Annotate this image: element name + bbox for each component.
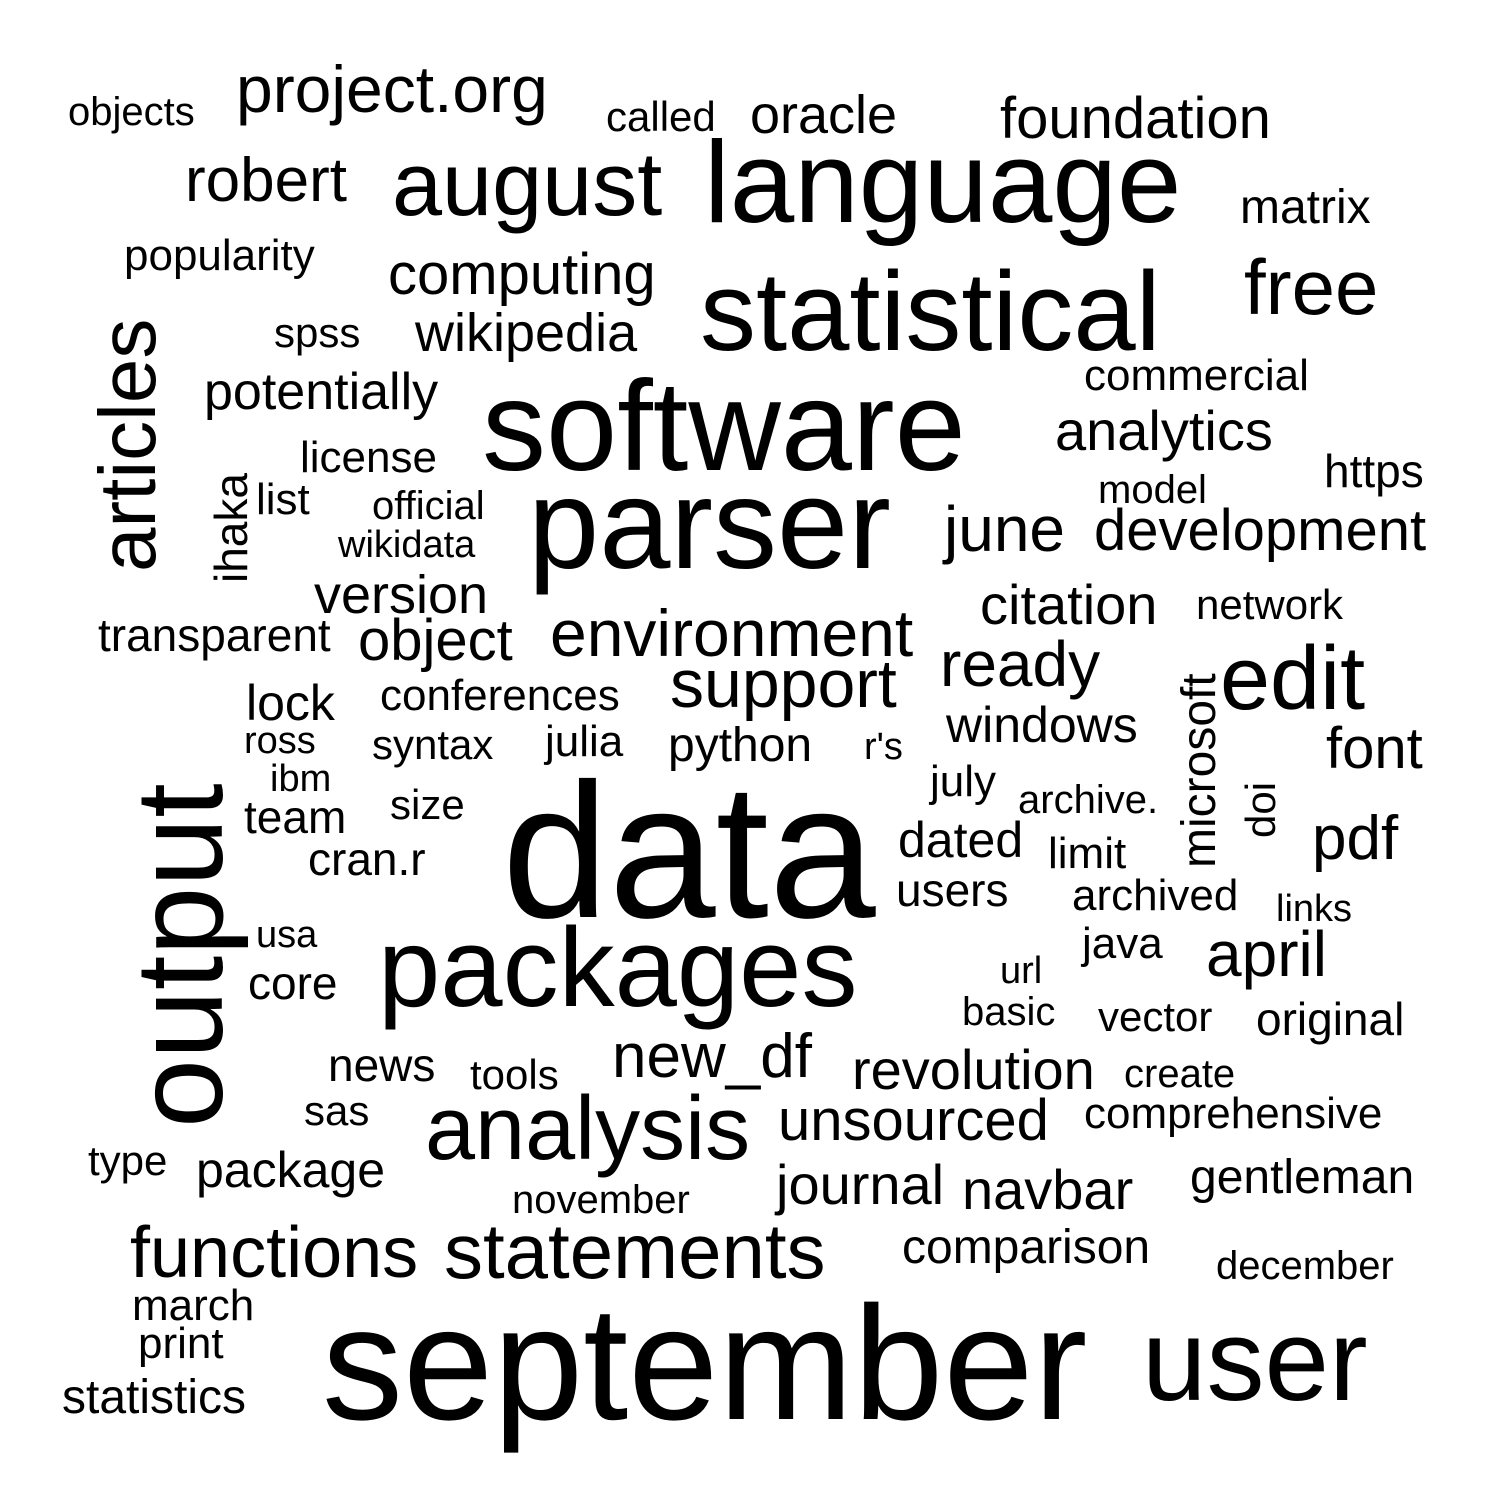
word-objects: objects — [68, 90, 195, 134]
word-unsourced: unsourced — [778, 1088, 1049, 1153]
word-gentleman: gentleman — [1190, 1151, 1415, 1204]
word-network: network — [1196, 581, 1344, 628]
word-data: data — [502, 743, 876, 958]
word-software: software — [482, 355, 966, 498]
word-environment: environment — [550, 596, 914, 670]
word-usa: usa — [256, 914, 318, 956]
word-july: july — [930, 757, 997, 806]
word-pdf: pdf — [1312, 804, 1399, 873]
word-font: font — [1326, 716, 1423, 781]
word-language: language — [704, 117, 1182, 247]
word-statistical: statistical — [700, 249, 1161, 374]
word-lock: lock — [246, 675, 335, 731]
word-version: version — [314, 565, 489, 625]
word-comparison: comparison — [902, 1221, 1151, 1274]
word-packages: packages — [378, 905, 858, 1030]
word-analytics: analytics — [1055, 399, 1273, 462]
word-url: url — [1000, 950, 1043, 992]
word-user: user — [1142, 1295, 1368, 1425]
word-comprehensive: comprehensive — [1084, 1089, 1383, 1138]
word-december: december — [1216, 1244, 1394, 1288]
word-transparent: transparent — [98, 609, 331, 661]
word-navbar: navbar — [962, 1158, 1134, 1221]
word-dated: dated — [898, 812, 1024, 868]
word-tools: tools — [470, 1051, 559, 1098]
word-new-df: new_df — [612, 1022, 812, 1091]
word-archived: archived — [1072, 871, 1239, 920]
word-spss: spss — [274, 309, 361, 356]
word-wikidata: wikidata — [338, 524, 476, 566]
word-commercial: commercial — [1084, 351, 1309, 400]
word-parser: parser — [528, 453, 891, 596]
word-team: team — [244, 791, 347, 843]
word-foundation: foundation — [1000, 86, 1271, 151]
word-r-s: r's — [864, 726, 903, 768]
word-project-org: project.org — [236, 52, 548, 126]
word-java: java — [1082, 919, 1163, 968]
word-statements: statements — [444, 1207, 826, 1295]
word-august: august — [392, 135, 663, 235]
word-limit: limit — [1048, 829, 1127, 878]
word-package: package — [196, 1142, 386, 1198]
word-wikipedia: wikipedia — [415, 303, 638, 363]
word-robert: robert — [185, 146, 347, 215]
word-create: create — [1124, 1052, 1236, 1096]
word-model: model — [1098, 468, 1207, 512]
word-ross: ross — [244, 720, 316, 762]
word-development: development — [1094, 498, 1427, 563]
word-list: list — [256, 475, 310, 524]
word-output: output — [111, 783, 249, 1128]
word-ihaka: ihaka — [205, 473, 257, 583]
word-citation: citation — [980, 573, 1158, 636]
word-https: https — [1324, 445, 1424, 497]
word-popularity: popularity — [124, 231, 315, 280]
word-conferences: conferences — [380, 671, 620, 720]
word-articles: articles — [83, 318, 172, 572]
word-edit: edit — [1220, 629, 1366, 729]
word-links: links — [1276, 888, 1353, 930]
word-march: march — [132, 1281, 255, 1330]
word-license: license — [300, 433, 437, 482]
word-news: news — [328, 1039, 436, 1091]
word-april: april — [1206, 918, 1327, 990]
word-june: june — [944, 493, 1065, 565]
word-archive: archive. — [1018, 778, 1159, 822]
word-matrix: matrix — [1240, 181, 1371, 234]
word-python: python — [668, 719, 813, 772]
word-computing: computing — [388, 242, 656, 307]
word-journal: journal — [776, 1153, 945, 1216]
word-analysis: analysis — [425, 1079, 751, 1179]
word-sas: sas — [304, 1087, 370, 1134]
word-doi: doi — [1237, 781, 1284, 838]
word-windows: windows — [946, 697, 1138, 753]
word-type: type — [88, 1137, 168, 1184]
word-object: object — [358, 608, 513, 673]
word-vector: vector — [1098, 993, 1213, 1040]
word-users: users — [896, 864, 1009, 916]
word-oracle: oracle — [750, 85, 898, 145]
word-functions: functions — [130, 1213, 419, 1293]
word-cran-r: cran.r — [308, 833, 426, 885]
word-julia: julia — [545, 717, 624, 766]
word-november: november — [512, 1178, 690, 1222]
word-core: core — [248, 957, 338, 1009]
word-september: september — [322, 1273, 1088, 1454]
word-microsoft: microsoft — [1173, 673, 1226, 868]
word-potentially: potentially — [204, 363, 439, 421]
word-support: support — [670, 646, 897, 722]
word-revolution: revolution — [852, 1038, 1095, 1101]
word-print: print — [138, 1319, 224, 1368]
word-ready: ready — [940, 628, 1101, 700]
word-size: size — [390, 781, 465, 828]
word-syntax: syntax — [372, 721, 494, 768]
word-statistics: statistics — [62, 1371, 247, 1424]
word-basic: basic — [962, 990, 1056, 1034]
word-called: called — [606, 93, 716, 140]
word-free: free — [1244, 243, 1379, 331]
word-official: official — [372, 484, 485, 528]
word-original: original — [1256, 993, 1405, 1045]
word-ibm: ibm — [270, 758, 332, 800]
